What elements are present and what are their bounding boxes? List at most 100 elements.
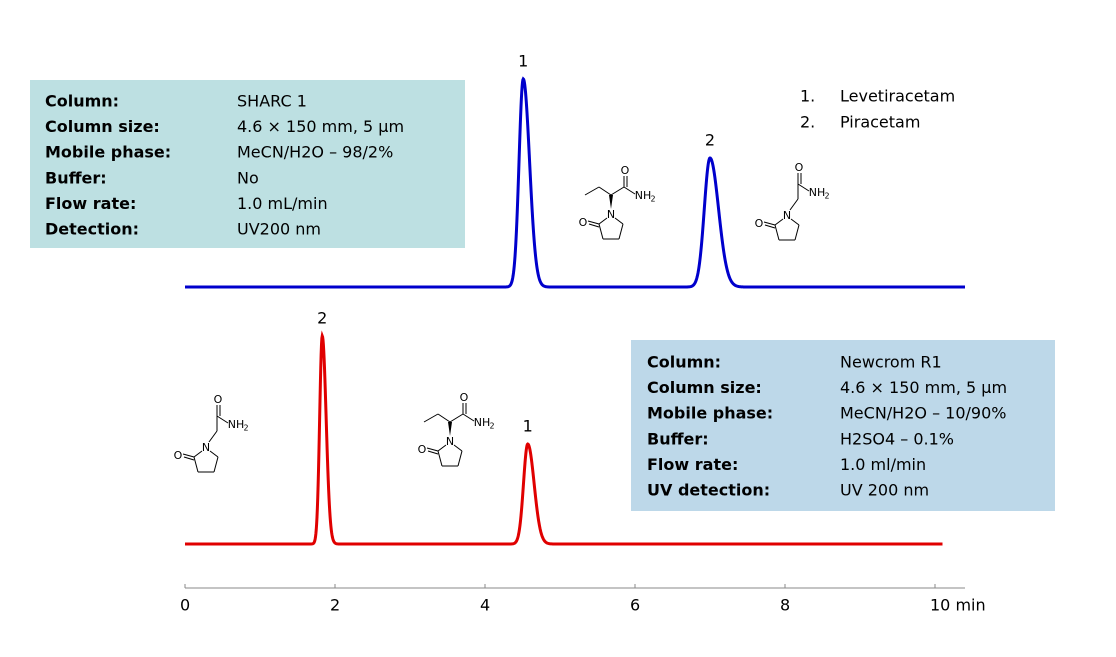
atom-label: 2 (489, 422, 494, 431)
bond (609, 195, 613, 209)
condition-label: Column: (45, 92, 119, 111)
bond (448, 422, 452, 436)
legend-label: Levetiracetam (840, 87, 955, 106)
bond (423, 413, 439, 423)
bond (623, 186, 636, 195)
atom-label: O (418, 443, 427, 456)
bond (462, 413, 475, 422)
atom-label: NH (474, 416, 491, 429)
atom-label: 2 (243, 424, 248, 433)
x-tick-label: 8 (780, 596, 790, 615)
atom-label: N (446, 435, 454, 448)
condition-label: Mobile phase: (45, 143, 171, 162)
condition-label: Column: (647, 353, 721, 372)
condition-value: 4.6 × 150 mm, 5 µm (237, 117, 404, 136)
atom-label: O (579, 216, 588, 229)
condition-label: Buffer: (647, 429, 709, 448)
atom-label: 2 (824, 192, 829, 201)
trace (185, 330, 943, 546)
bond (764, 224, 776, 229)
bond (774, 218, 784, 226)
bond (449, 413, 464, 423)
bond (610, 186, 625, 196)
condition-value: No (237, 168, 259, 187)
bond (614, 217, 624, 225)
atom-label: NH (809, 186, 826, 199)
bond (437, 413, 451, 423)
atom-label: O (795, 161, 804, 174)
condition-value: H2SO4 – 0.1% (840, 429, 954, 448)
condition-label: Detection: (45, 220, 139, 239)
condition-value: UV200 nm (237, 220, 321, 239)
bond (790, 218, 800, 226)
condition-value: 1.0 mL/min (237, 194, 328, 213)
condition-label: UV detection: (647, 481, 770, 500)
atom-label: O (460, 391, 469, 404)
condition-label: Column size: (647, 378, 762, 397)
condition-value: Newcrom R1 (840, 353, 942, 372)
bond (584, 186, 600, 196)
bond (457, 450, 463, 467)
peak-label: 1 (523, 417, 533, 436)
x-tick-label: 0 (180, 596, 190, 615)
bond (774, 224, 780, 241)
trace (185, 76, 965, 289)
condition-value: MeCN/H2O – 10/90% (840, 404, 1006, 423)
condition-label: Buffer: (45, 168, 107, 187)
conditions-box (30, 80, 465, 248)
bond (598, 217, 608, 225)
atom-label: O (755, 217, 764, 230)
condition-label: Column size: (45, 117, 160, 136)
atom-label: N (607, 208, 615, 221)
atom-label: N (783, 209, 791, 222)
condition-value: SHARC 1 (237, 92, 307, 111)
peak-label: 1 (518, 52, 528, 71)
condition-value: UV 200 nm (840, 481, 929, 500)
legend-number: 2. (800, 113, 815, 132)
bond (437, 450, 443, 467)
bond (598, 186, 612, 196)
bond (216, 415, 229, 424)
bond (794, 224, 800, 241)
atom-label: O (621, 164, 630, 177)
bond (588, 223, 600, 228)
atom-label: O (214, 393, 223, 406)
bond (193, 450, 203, 458)
legend-number: 1. (800, 87, 815, 106)
condition-value: 1.0 ml/min (840, 455, 926, 474)
atom-label: NH (228, 418, 245, 431)
x-tick-label: 6 (630, 596, 640, 615)
bond (618, 223, 624, 240)
condition-value: 4.6 × 150 mm, 5 µm (840, 378, 1007, 397)
condition-label: Mobile phase: (647, 404, 773, 423)
bond (789, 198, 799, 211)
atom-label: O (174, 449, 183, 462)
conditions-box (631, 340, 1055, 511)
bond (587, 220, 600, 225)
bond (209, 450, 219, 458)
atom-label: NH (635, 189, 652, 202)
bond (213, 456, 219, 473)
bond (182, 453, 195, 458)
condition-value: MeCN/H2O – 98/2% (237, 143, 393, 162)
bond (797, 183, 810, 192)
bond (426, 447, 439, 452)
atom-label: 2 (650, 195, 655, 204)
bond (208, 430, 218, 443)
bond (437, 444, 447, 452)
peak-label: 2 (317, 309, 327, 328)
x-tick-label: 4 (480, 596, 490, 615)
condition-label: Flow rate: (647, 455, 738, 474)
x-tick-label: 10 min (930, 596, 986, 615)
bond (453, 444, 463, 452)
bond (183, 456, 195, 461)
x-tick-label: 2 (330, 596, 340, 615)
bond (763, 221, 776, 226)
atom-label: N (202, 441, 210, 454)
legend-label: Piracetam (840, 113, 920, 132)
peak-label: 2 (705, 131, 715, 150)
bond (427, 450, 439, 455)
bond (193, 456, 199, 473)
bond (598, 223, 604, 240)
